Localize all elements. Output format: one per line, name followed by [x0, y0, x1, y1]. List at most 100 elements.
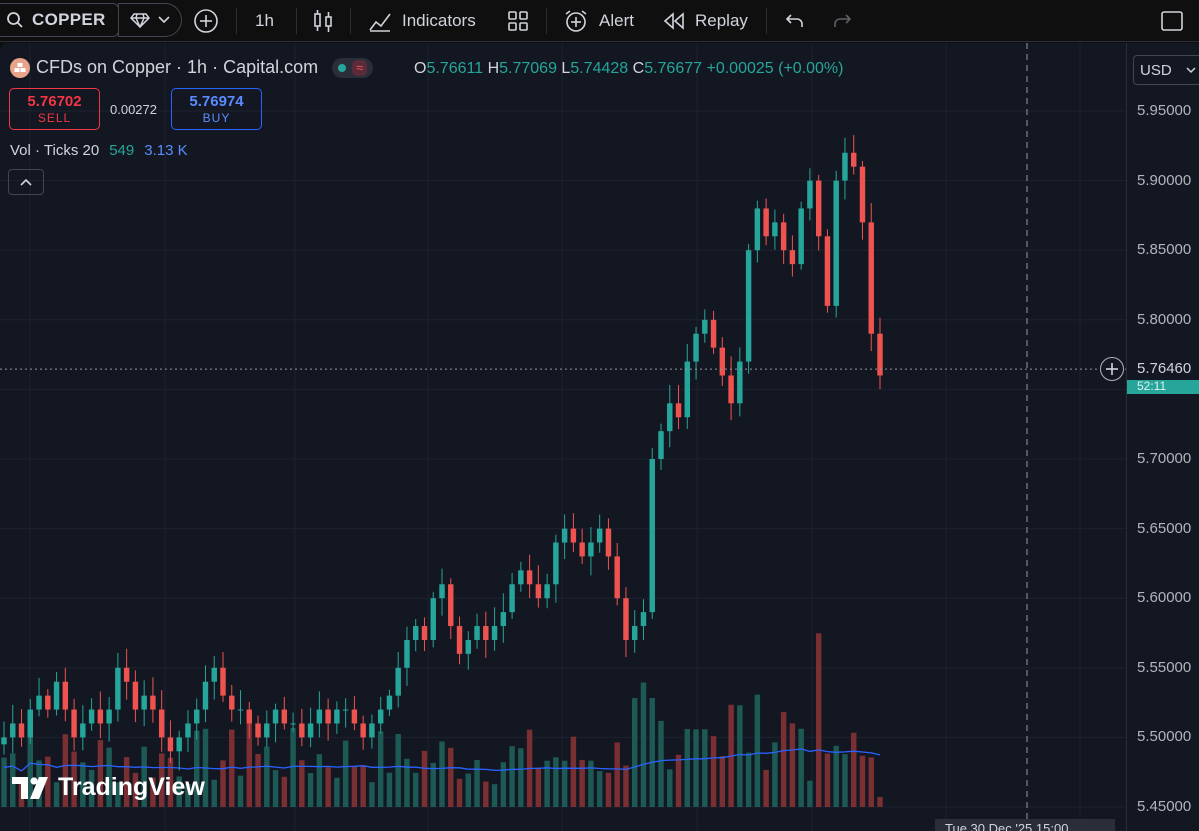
volume-value: 549	[109, 142, 135, 159]
volume-bar	[509, 746, 515, 807]
add-price-alert-button[interactable]	[1100, 357, 1124, 381]
volume-legend[interactable]: Vol · Ticks 20 549 3.13 K	[10, 142, 188, 159]
currency-select[interactable]: USD	[1133, 55, 1199, 85]
compare-symbol-button[interactable]	[118, 3, 182, 37]
interval-button[interactable]: 1h	[255, 0, 274, 42]
candle-body	[815, 180, 822, 237]
volume-bar	[141, 746, 147, 807]
price-tick-label: 5.95000	[1137, 102, 1192, 119]
candle-body	[211, 667, 217, 682]
candle-body	[351, 709, 358, 724]
replay-label: Replay	[695, 11, 748, 30]
candle-body	[360, 723, 366, 738]
candle-body	[491, 626, 498, 640]
candle-body	[404, 639, 410, 668]
candle-body	[465, 639, 471, 654]
candle-body	[605, 528, 612, 557]
volume-bar	[798, 728, 804, 807]
candle-body	[334, 709, 340, 724]
buy-label: BUY	[202, 111, 231, 125]
candle-body	[1, 737, 7, 745]
volume-bar	[62, 734, 69, 807]
candle-body	[413, 626, 419, 640]
alert-label: Alert	[599, 11, 634, 30]
candle-body	[658, 431, 664, 459]
candle-body	[80, 723, 86, 738]
fullscreen-button[interactable]	[1160, 0, 1184, 42]
undo-icon	[785, 14, 803, 27]
candle-body	[544, 584, 550, 599]
tradingview-watermark[interactable]: TradingView	[12, 773, 205, 802]
volume-bar	[518, 748, 524, 807]
candle-body	[632, 626, 638, 640]
volume-bar	[763, 769, 769, 807]
chart-type-button[interactable]	[312, 0, 334, 42]
price-scale[interactable]: USD 5.950005.900005.850005.800005.750005…	[1126, 43, 1199, 831]
candle-body	[141, 695, 147, 710]
alarm-clock-icon	[565, 10, 587, 32]
volume-bar	[465, 773, 471, 807]
candle-body	[456, 626, 463, 654]
chevron-up-icon	[20, 178, 32, 186]
candle-body	[561, 528, 568, 543]
plus-circle-icon	[194, 9, 218, 33]
volume-bar	[342, 740, 349, 807]
volume-bar	[167, 757, 174, 807]
volume-bar	[474, 759, 480, 807]
candlestick-chart[interactable]	[0, 43, 1126, 831]
volume-bar	[97, 740, 104, 807]
chart-pane[interactable]: CFDs on Copper · 1h · Capital.com ≈ O5.7…	[0, 43, 1126, 831]
volume-bar	[483, 781, 489, 807]
volume-bar	[780, 712, 787, 807]
candle-body	[36, 695, 42, 710]
candle-body	[526, 570, 533, 585]
volume-bar	[386, 772, 393, 807]
volume-bar	[658, 720, 664, 807]
candle-body	[623, 598, 629, 640]
volume-bar	[815, 633, 822, 807]
add-symbol-button[interactable]	[193, 0, 219, 42]
candle-body	[807, 180, 813, 209]
candle-body	[859, 166, 866, 223]
toolbar-divider	[350, 8, 351, 34]
price-tick-label: 5.60000	[1137, 589, 1192, 607]
candle-body	[62, 681, 69, 710]
candle-body	[842, 152, 848, 181]
candle-body	[833, 180, 839, 306]
volume-bar	[229, 729, 235, 807]
candle-body	[745, 250, 752, 362]
volume-bar	[290, 727, 296, 807]
volume-bar	[491, 784, 498, 807]
collapse-legend-button[interactable]	[8, 169, 44, 195]
candle-body	[176, 737, 182, 752]
candle-body	[106, 709, 112, 724]
undo-button[interactable]	[785, 0, 805, 42]
symbol-search-button[interactable]: COPPER	[0, 3, 119, 37]
candle-body	[798, 208, 804, 265]
top-toolbar: COPPER 1h Indicators Alert Replay	[0, 0, 1199, 42]
candle-body	[728, 375, 734, 404]
sell-button[interactable]: 5.76702 SELL	[9, 88, 100, 130]
price-tick-label: 5.90000	[1137, 171, 1192, 189]
market-status-badge[interactable]: ≈	[332, 57, 374, 78]
high-value: 5.77069	[499, 60, 557, 77]
volume-bar	[737, 705, 743, 807]
candle-body	[474, 626, 480, 640]
volume-bar	[158, 753, 165, 807]
buy-button[interactable]: 5.76974 BUY	[171, 88, 262, 130]
candle-body	[684, 361, 690, 418]
redo-button[interactable]	[832, 0, 852, 42]
change-value: +0.00025 (+0.00%)	[706, 60, 844, 77]
alert-button[interactable]: Alert	[563, 0, 634, 42]
candle-body	[123, 667, 130, 682]
toolbar-divider	[236, 8, 237, 34]
candle-body	[299, 723, 305, 738]
chart-title: CFDs on Copper · 1h · Capital.com	[36, 57, 319, 77]
replay-button[interactable]: Replay	[663, 0, 748, 42]
volume-bar	[176, 776, 182, 807]
volume-bar	[334, 777, 340, 807]
indicators-button[interactable]: Indicators	[368, 0, 476, 42]
candle-body	[737, 361, 743, 404]
templates-button[interactable]	[507, 0, 529, 42]
low-value: 5.74428	[570, 60, 629, 77]
